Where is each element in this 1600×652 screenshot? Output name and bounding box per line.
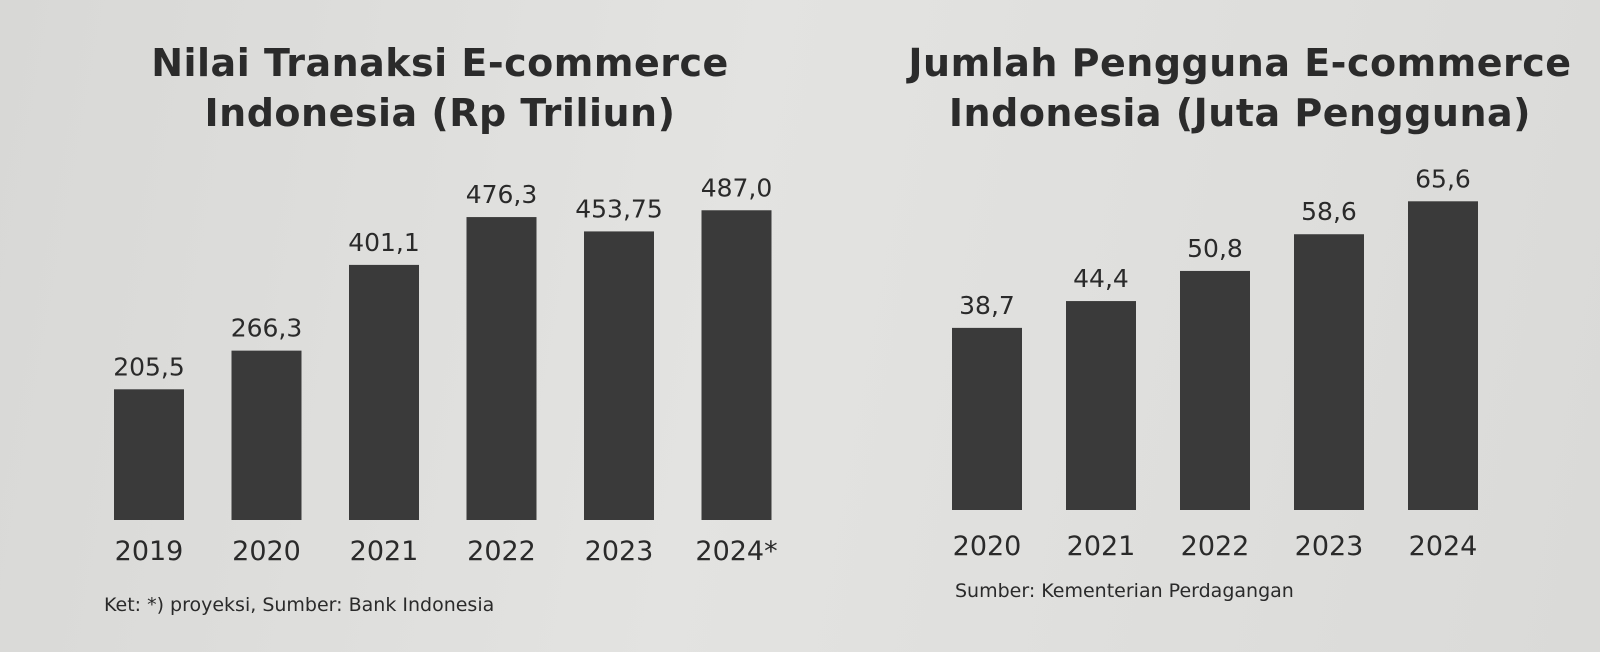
value-label-2024: 65,6 [1415, 164, 1471, 193]
bar-2021 [349, 264, 419, 520]
bar-chart-user-count: 38,7 2020 44,4 2021 50,8 2022 58,6 2023 65,6 2024 [940, 150, 1580, 590]
value-label-2020: 266,3 [231, 314, 303, 343]
bar-2020 [231, 350, 302, 520]
bar-2023 [1294, 234, 1364, 510]
value-label-2020: 38,7 [959, 291, 1015, 320]
value-label-2023: 453,75 [575, 194, 662, 223]
bar-chart-user-count-svg: 38,7 2020 44,4 2021 50,8 2022 58,6 2023 65,6 2024 [952, 164, 1478, 562]
bar-2019 [114, 389, 184, 520]
x-tick-label-2021: 2021 [350, 536, 419, 567]
x-tick-label-2023: 2023 [1295, 531, 1364, 562]
x-tick-label-2019: 2019 [115, 536, 184, 567]
x-tick-label-2021: 2021 [1067, 531, 1136, 562]
bar-2021 [1066, 301, 1136, 510]
value-label-2021: 401,1 [348, 228, 420, 257]
chart-title-transaction-value: Nilai Tranaksi E-commerce Indonesia (Rp … [151, 41, 729, 135]
bar-2023 [584, 231, 654, 520]
x-tick-label-2024: 2024* [695, 536, 777, 567]
x-tick-label-2020: 2020 [232, 536, 301, 567]
value-label-2021: 44,4 [1073, 264, 1129, 293]
bar-2022 [1180, 270, 1250, 510]
value-label-2022: 50,8 [1187, 234, 1243, 263]
value-label-2024: 487,0 [701, 173, 773, 202]
source-note-user-count: Sumber: Kementerian Perdagangan [955, 580, 1294, 602]
x-tick-label-2020: 2020 [953, 531, 1022, 562]
bar-2022 [466, 217, 537, 521]
bar-2024 [701, 210, 772, 520]
bar-2020 [952, 327, 1022, 510]
value-label-2023: 58,6 [1301, 197, 1357, 226]
source-note-transaction-value: Ket: *) proyeksi, Sumber: Bank Indonesia [104, 594, 495, 616]
bar-2024 [1408, 201, 1478, 510]
chart-title-user-count: Jumlah Pengguna E-commerce Indonesia (Ju… [908, 41, 1572, 135]
x-tick-label-2023: 2023 [585, 536, 654, 567]
value-label-2022: 476,3 [466, 180, 538, 209]
x-tick-label-2024: 2024 [1409, 531, 1478, 562]
bar-chart-transaction-value: 205,5 2019 266,3 2020 401,1 2021 476,3 2022 453,… [100, 150, 800, 590]
value-label-2019: 205,5 [113, 352, 185, 381]
x-tick-label-2022: 2022 [1181, 531, 1250, 562]
x-tick-label-2022: 2022 [467, 536, 536, 567]
bar-chart-transaction-value-svg: 205,5 2019 266,3 2020 401,1 2021 476,3 2022 453,… [113, 173, 777, 567]
